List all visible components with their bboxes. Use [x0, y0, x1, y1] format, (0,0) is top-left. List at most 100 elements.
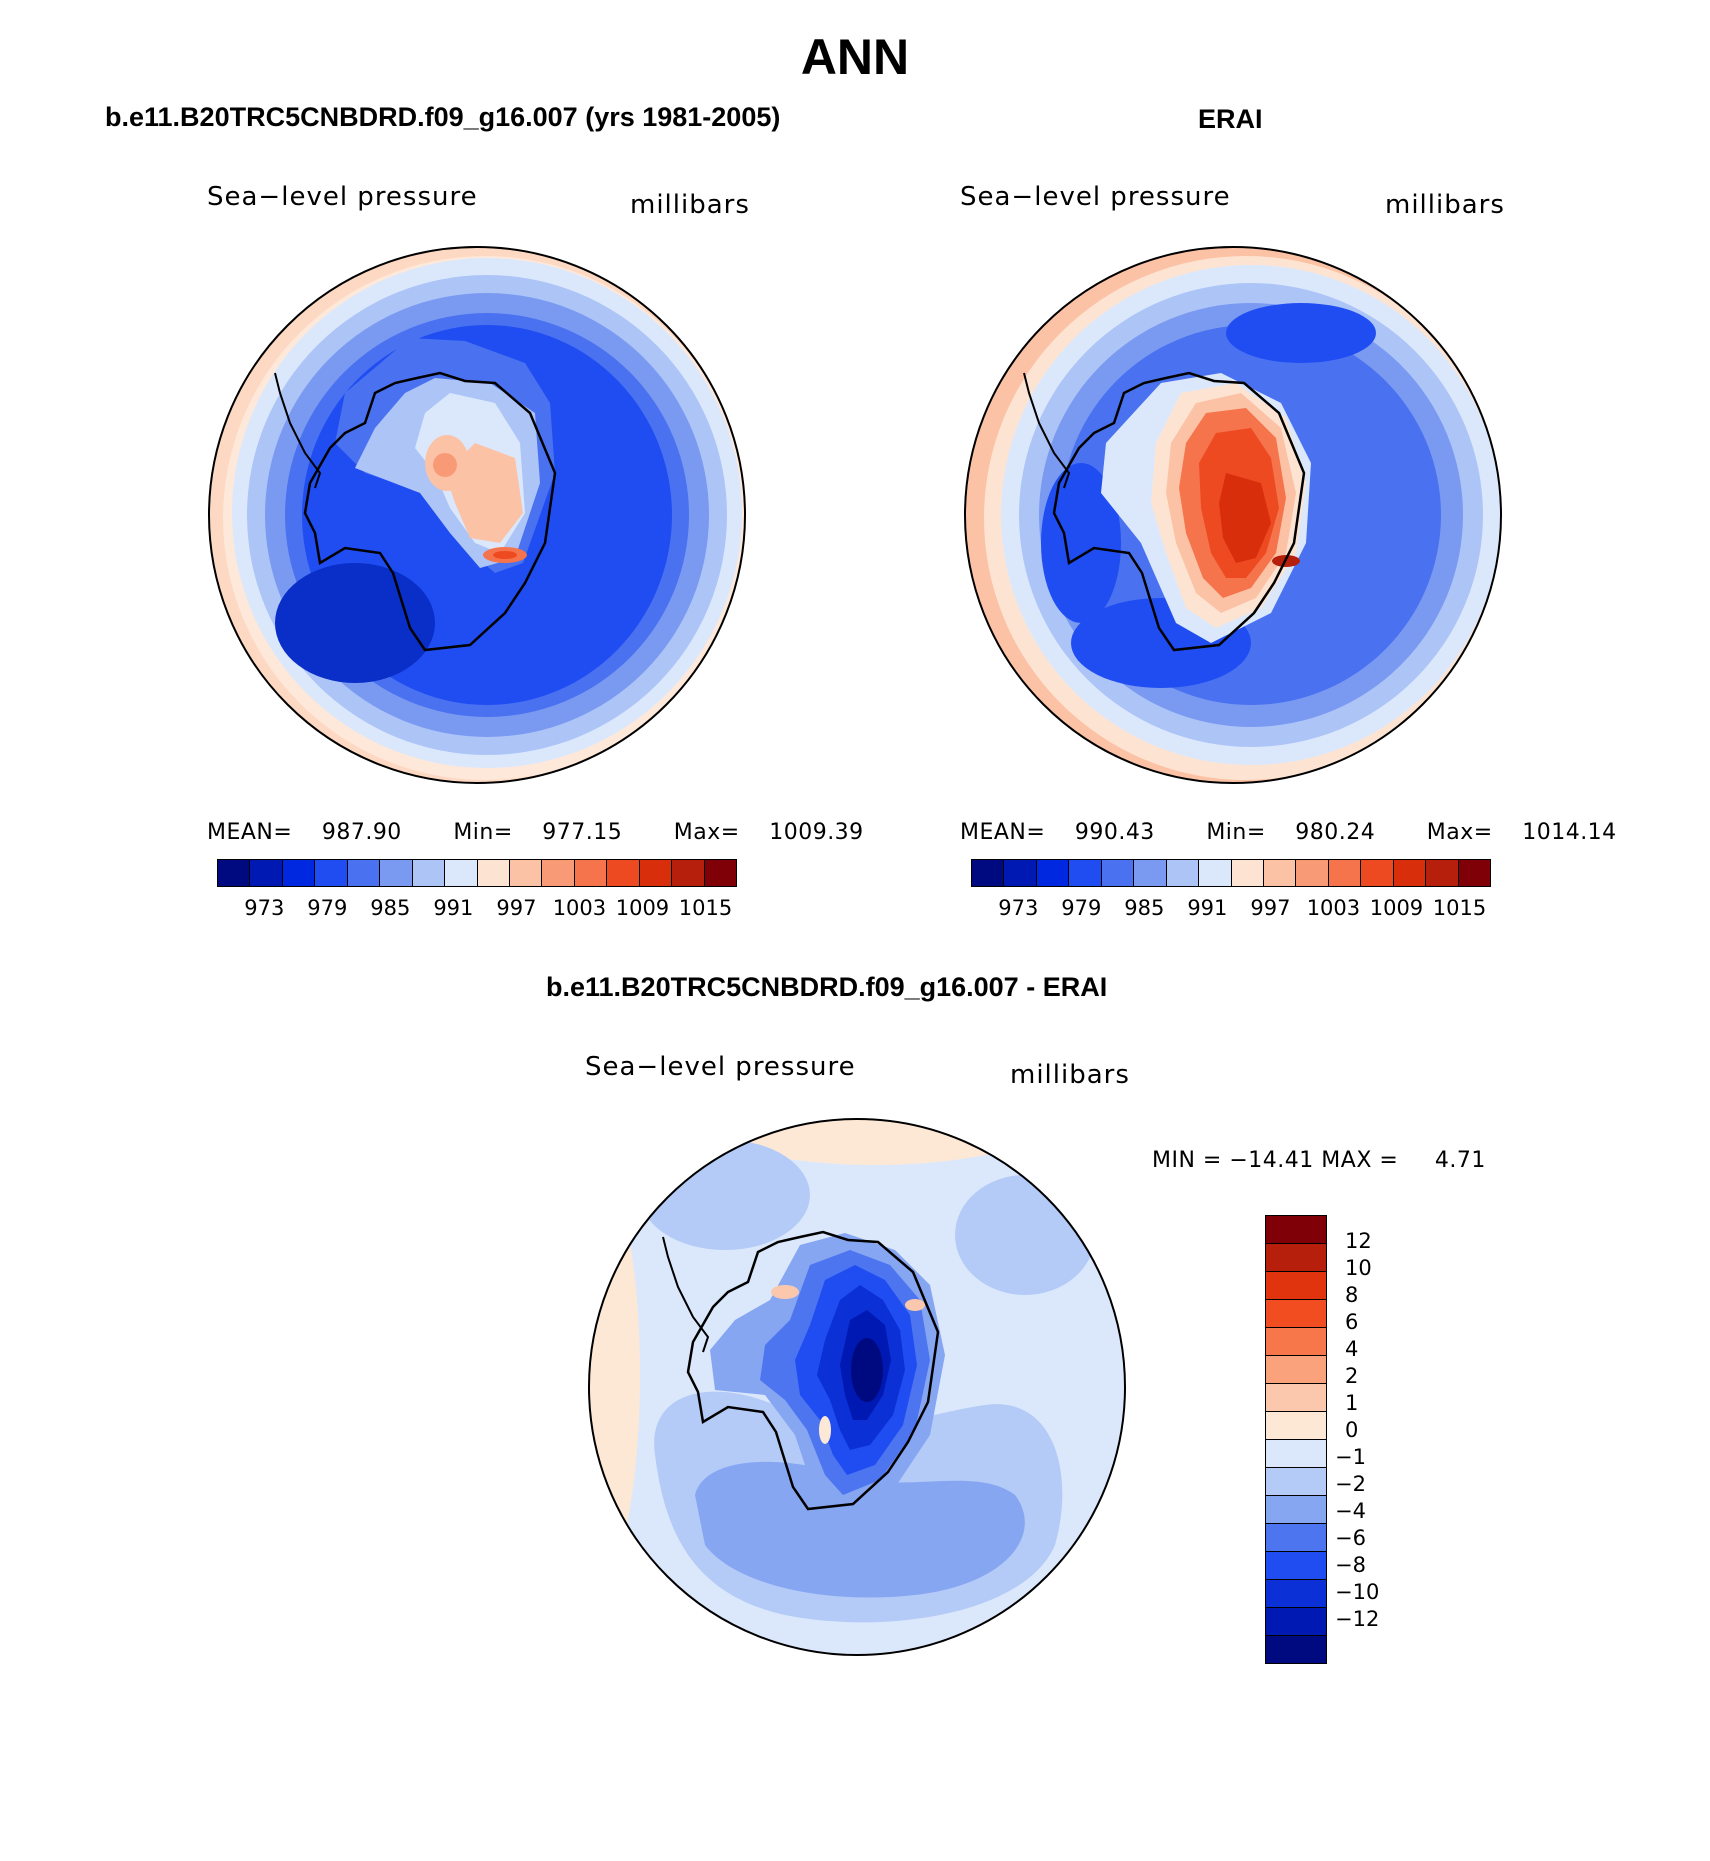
colorbar-swatch [1328, 860, 1362, 886]
colorbar-swatch [1266, 1272, 1326, 1300]
colorbar-swatch [972, 860, 1005, 886]
model-colorbar [217, 859, 737, 887]
model-units-label: millibars [630, 190, 750, 220]
colorbar-tick-label: −10 [1335, 1580, 1380, 1604]
colorbar-tick-label: 985 [370, 896, 411, 920]
colorbar-tick-label: −12 [1335, 1607, 1380, 1631]
colorbar-tick-label: 979 [307, 896, 348, 920]
diff-units-label: millibars [1010, 1060, 1130, 1090]
colorbar-swatch [1069, 860, 1102, 886]
colorbar-swatch [639, 860, 673, 886]
colorbar-swatch [1101, 860, 1135, 886]
colorbar-tick-label: −8 [1335, 1553, 1366, 1577]
colorbar-swatch [1458, 860, 1490, 886]
colorbar-tick-label: 1 [1345, 1391, 1359, 1415]
colorbar-tick-label: −1 [1335, 1445, 1366, 1469]
colorbar-swatch [315, 860, 348, 886]
model-mean-value: 987.90 [321, 820, 402, 845]
diff-max-value: 4.71 [1434, 1148, 1486, 1173]
colorbar-swatch [1266, 1552, 1326, 1580]
colorbar-swatch [1361, 860, 1394, 886]
model-stats: MEAN= 987.90 Min= 977.15 Max= 1009.39 [207, 820, 908, 845]
colorbar-tick-label: 991 [433, 896, 474, 920]
diff-min-label: MIN = [1152, 1148, 1222, 1173]
colorbar-swatch [607, 860, 640, 886]
colorbar-swatch [1266, 1384, 1326, 1412]
model-max-value: 1009.39 [769, 820, 864, 845]
colorbar-tick-label: −2 [1335, 1472, 1366, 1496]
diff-max-label: MAX = [1321, 1148, 1399, 1173]
model-max-label: Max= [673, 820, 740, 845]
colorbar-swatch [445, 860, 478, 886]
colorbar-tick-label: 10 [1345, 1256, 1372, 1280]
colorbar-tick-label: 6 [1345, 1310, 1359, 1334]
colorbar-tick-label: 2 [1345, 1364, 1359, 1388]
colorbar-swatch [1266, 1580, 1326, 1608]
colorbar-swatch [1266, 1440, 1326, 1468]
colorbar-tick-label: 997 [1250, 896, 1291, 920]
colorbar-tick-label: 1009 [1369, 896, 1424, 920]
page-title: ANN [800, 29, 910, 85]
model-mean-label: MEAN= [207, 820, 293, 845]
colorbar-tick-label: 985 [1124, 896, 1165, 920]
colorbar-tick-label: 4 [1345, 1337, 1359, 1361]
colorbar-tick-label: 991 [1187, 896, 1228, 920]
colorbar-tick-label: 979 [1061, 896, 1102, 920]
diff-case-title: b.e11.B20TRC5CNBDRD.f09_g16.007 - ERAI [546, 972, 1108, 1002]
colorbar-swatch [1266, 1216, 1326, 1244]
obs-slp-map [964, 246, 1502, 784]
colorbar-swatch [1266, 1300, 1326, 1328]
model-slp-map [208, 246, 746, 784]
diff-variable-label: Sea−level pressure [585, 1052, 856, 1082]
obs-max-label: Max= [1426, 820, 1493, 845]
colorbar-tick-label: 973 [998, 896, 1039, 920]
colorbar-swatch [1266, 1608, 1326, 1636]
model-variable-label: Sea−level pressure [207, 182, 478, 212]
colorbar-swatch [380, 860, 413, 886]
model-min-value: 977.15 [542, 820, 623, 845]
model-min-label: Min= [453, 820, 513, 845]
colorbar-tick-label: 1003 [1306, 896, 1361, 920]
obs-variable-label: Sea−level pressure [960, 182, 1231, 212]
colorbar-swatch [1266, 1636, 1326, 1663]
colorbar-tick-label: −6 [1335, 1526, 1366, 1550]
colorbar-tick-label: 973 [244, 896, 285, 920]
obs-stats: MEAN= 990.43 Min= 980.24 Max= 1014.14 [960, 820, 1661, 845]
colorbar-swatch [672, 860, 705, 886]
diff-min-value: −14.41 [1229, 1148, 1314, 1173]
colorbar-swatch [704, 860, 736, 886]
colorbar-tick-label: 0 [1345, 1418, 1359, 1442]
diff-slp-map [588, 1118, 1126, 1656]
obs-case-title: ERAI [1198, 104, 1263, 134]
colorbar-swatch [574, 860, 608, 886]
colorbar-swatch [1426, 860, 1459, 886]
obs-mean-value: 990.43 [1074, 820, 1155, 845]
colorbar-swatch [1266, 1412, 1326, 1440]
colorbar-swatch [1004, 860, 1037, 886]
colorbar-swatch [282, 860, 316, 886]
colorbar-swatch [1296, 860, 1329, 886]
obs-max-value: 1014.14 [1522, 820, 1617, 845]
colorbar-swatch [1199, 860, 1232, 886]
colorbar-tick-label: −4 [1335, 1499, 1366, 1523]
colorbar-swatch [218, 860, 251, 886]
colorbar-swatch [347, 860, 381, 886]
colorbar-swatch [1266, 1496, 1326, 1524]
colorbar-tick-label: 1015 [678, 896, 733, 920]
colorbar-swatch [1266, 1244, 1326, 1272]
colorbar-swatch [477, 860, 510, 886]
colorbar-swatch [1036, 860, 1070, 886]
colorbar-tick-label: 1003 [552, 896, 607, 920]
diff-stats: MIN = −14.41 MAX = 4.71 [1152, 1148, 1486, 1173]
colorbar-swatch [1266, 1328, 1326, 1356]
colorbar-swatch [542, 860, 575, 886]
colorbar-swatch [1231, 860, 1264, 886]
obs-min-value: 980.24 [1295, 820, 1376, 845]
colorbar-swatch [1266, 1468, 1326, 1496]
colorbar-tick-label: 1015 [1432, 896, 1487, 920]
colorbar-swatch [1166, 860, 1200, 886]
colorbar-swatch [1134, 860, 1167, 886]
colorbar-tick-label: 12 [1345, 1229, 1372, 1253]
model-colorbar-labels: 973 979 985 991 997 1003 1009 1015 [217, 896, 737, 920]
colorbar-swatch [250, 860, 283, 886]
